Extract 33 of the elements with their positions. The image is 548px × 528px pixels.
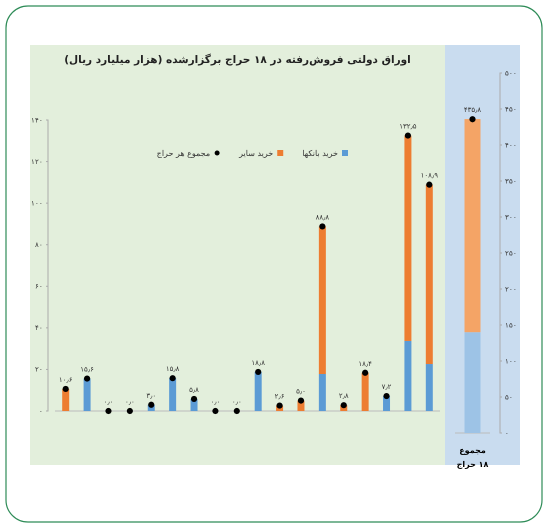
- x-tick-label: مجموع ۱۸ حراج: [456, 446, 489, 469]
- point: [404, 132, 412, 139]
- point: [255, 368, 262, 376]
- bar: [362, 372, 369, 411]
- bar: [84, 378, 91, 411]
- bar: [318, 226, 326, 374]
- bar: [404, 136, 412, 341]
- point: [340, 402, 347, 408]
- point: [234, 408, 240, 414]
- point: [319, 223, 326, 230]
- legend-label: خرید بانکها: [302, 149, 338, 158]
- bar: [318, 374, 326, 411]
- legend-label: خرید سایر: [238, 149, 274, 158]
- bar: [404, 340, 412, 411]
- point: [105, 408, 112, 414]
- point: [126, 408, 133, 414]
- point: [362, 370, 368, 376]
- point: [170, 375, 176, 382]
- point: [148, 402, 154, 408]
- chart-title: اوراق دولتی فروش‌رفته در ۱۸ حراج برگزارشده (هزار میلیارد ریال): [64, 53, 411, 66]
- point: [212, 408, 219, 414]
- bar: [169, 378, 176, 411]
- point: [426, 182, 432, 188]
- legend-label: مجموع هر حراج: [156, 149, 210, 158]
- point: [84, 375, 90, 382]
- point: [383, 392, 390, 400]
- bar: [426, 364, 433, 411]
- point: [298, 398, 304, 404]
- bar: [254, 372, 262, 411]
- point: [62, 386, 69, 392]
- point: [276, 402, 283, 409]
- bar: [426, 184, 433, 364]
- point: [190, 396, 198, 402]
